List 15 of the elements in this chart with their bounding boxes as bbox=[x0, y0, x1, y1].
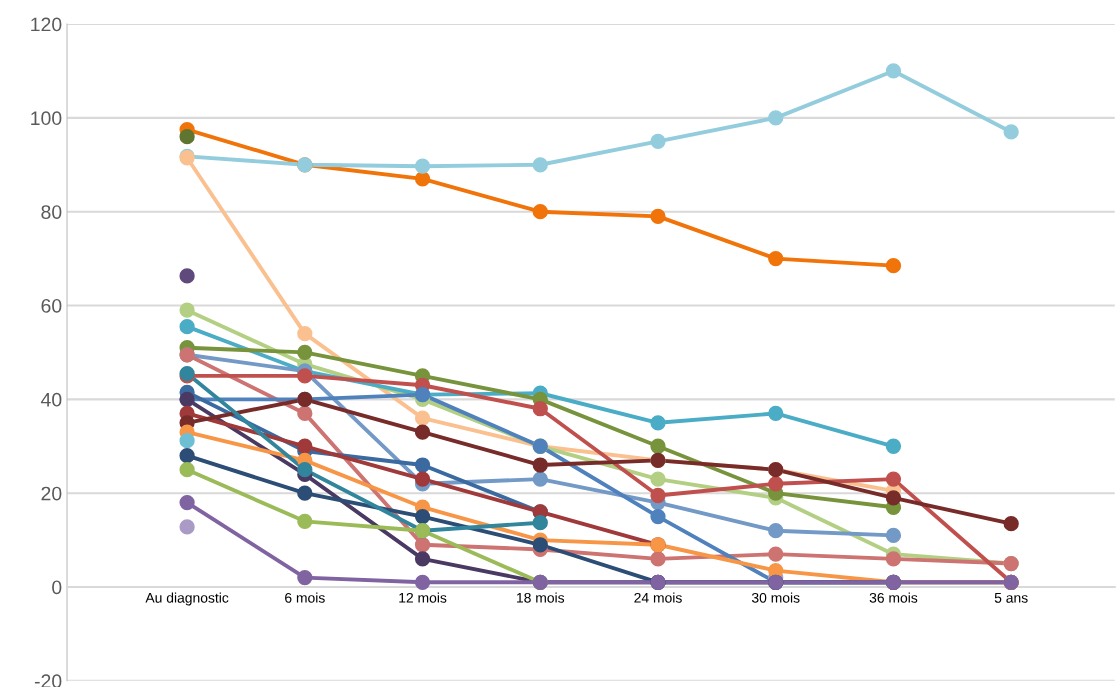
x-tick-label: 30 mois bbox=[751, 592, 800, 603]
y-tick-label: 100 bbox=[31, 111, 62, 126]
x-tick-label: 24 mois bbox=[634, 592, 682, 603]
y-tick-label: 60 bbox=[41, 298, 62, 313]
x-tick-label: 5 ans bbox=[994, 593, 1028, 603]
x-tick-label: Au diagnostic bbox=[145, 592, 229, 606]
y-tick-label: 120 bbox=[31, 17, 62, 32]
x-tick-label: 6 mois bbox=[285, 592, 325, 603]
x-tick-label: 18 mois bbox=[517, 592, 565, 603]
y-tick-label: 80 bbox=[41, 205, 62, 219]
x-tick-label: 36 mois bbox=[869, 592, 918, 603]
y-tick-label: 0 bbox=[52, 580, 62, 595]
y-tick-label: 20 bbox=[41, 486, 62, 501]
y-tick-label: 40 bbox=[40, 392, 62, 407]
x-tick-label: 12 mois bbox=[399, 592, 447, 603]
